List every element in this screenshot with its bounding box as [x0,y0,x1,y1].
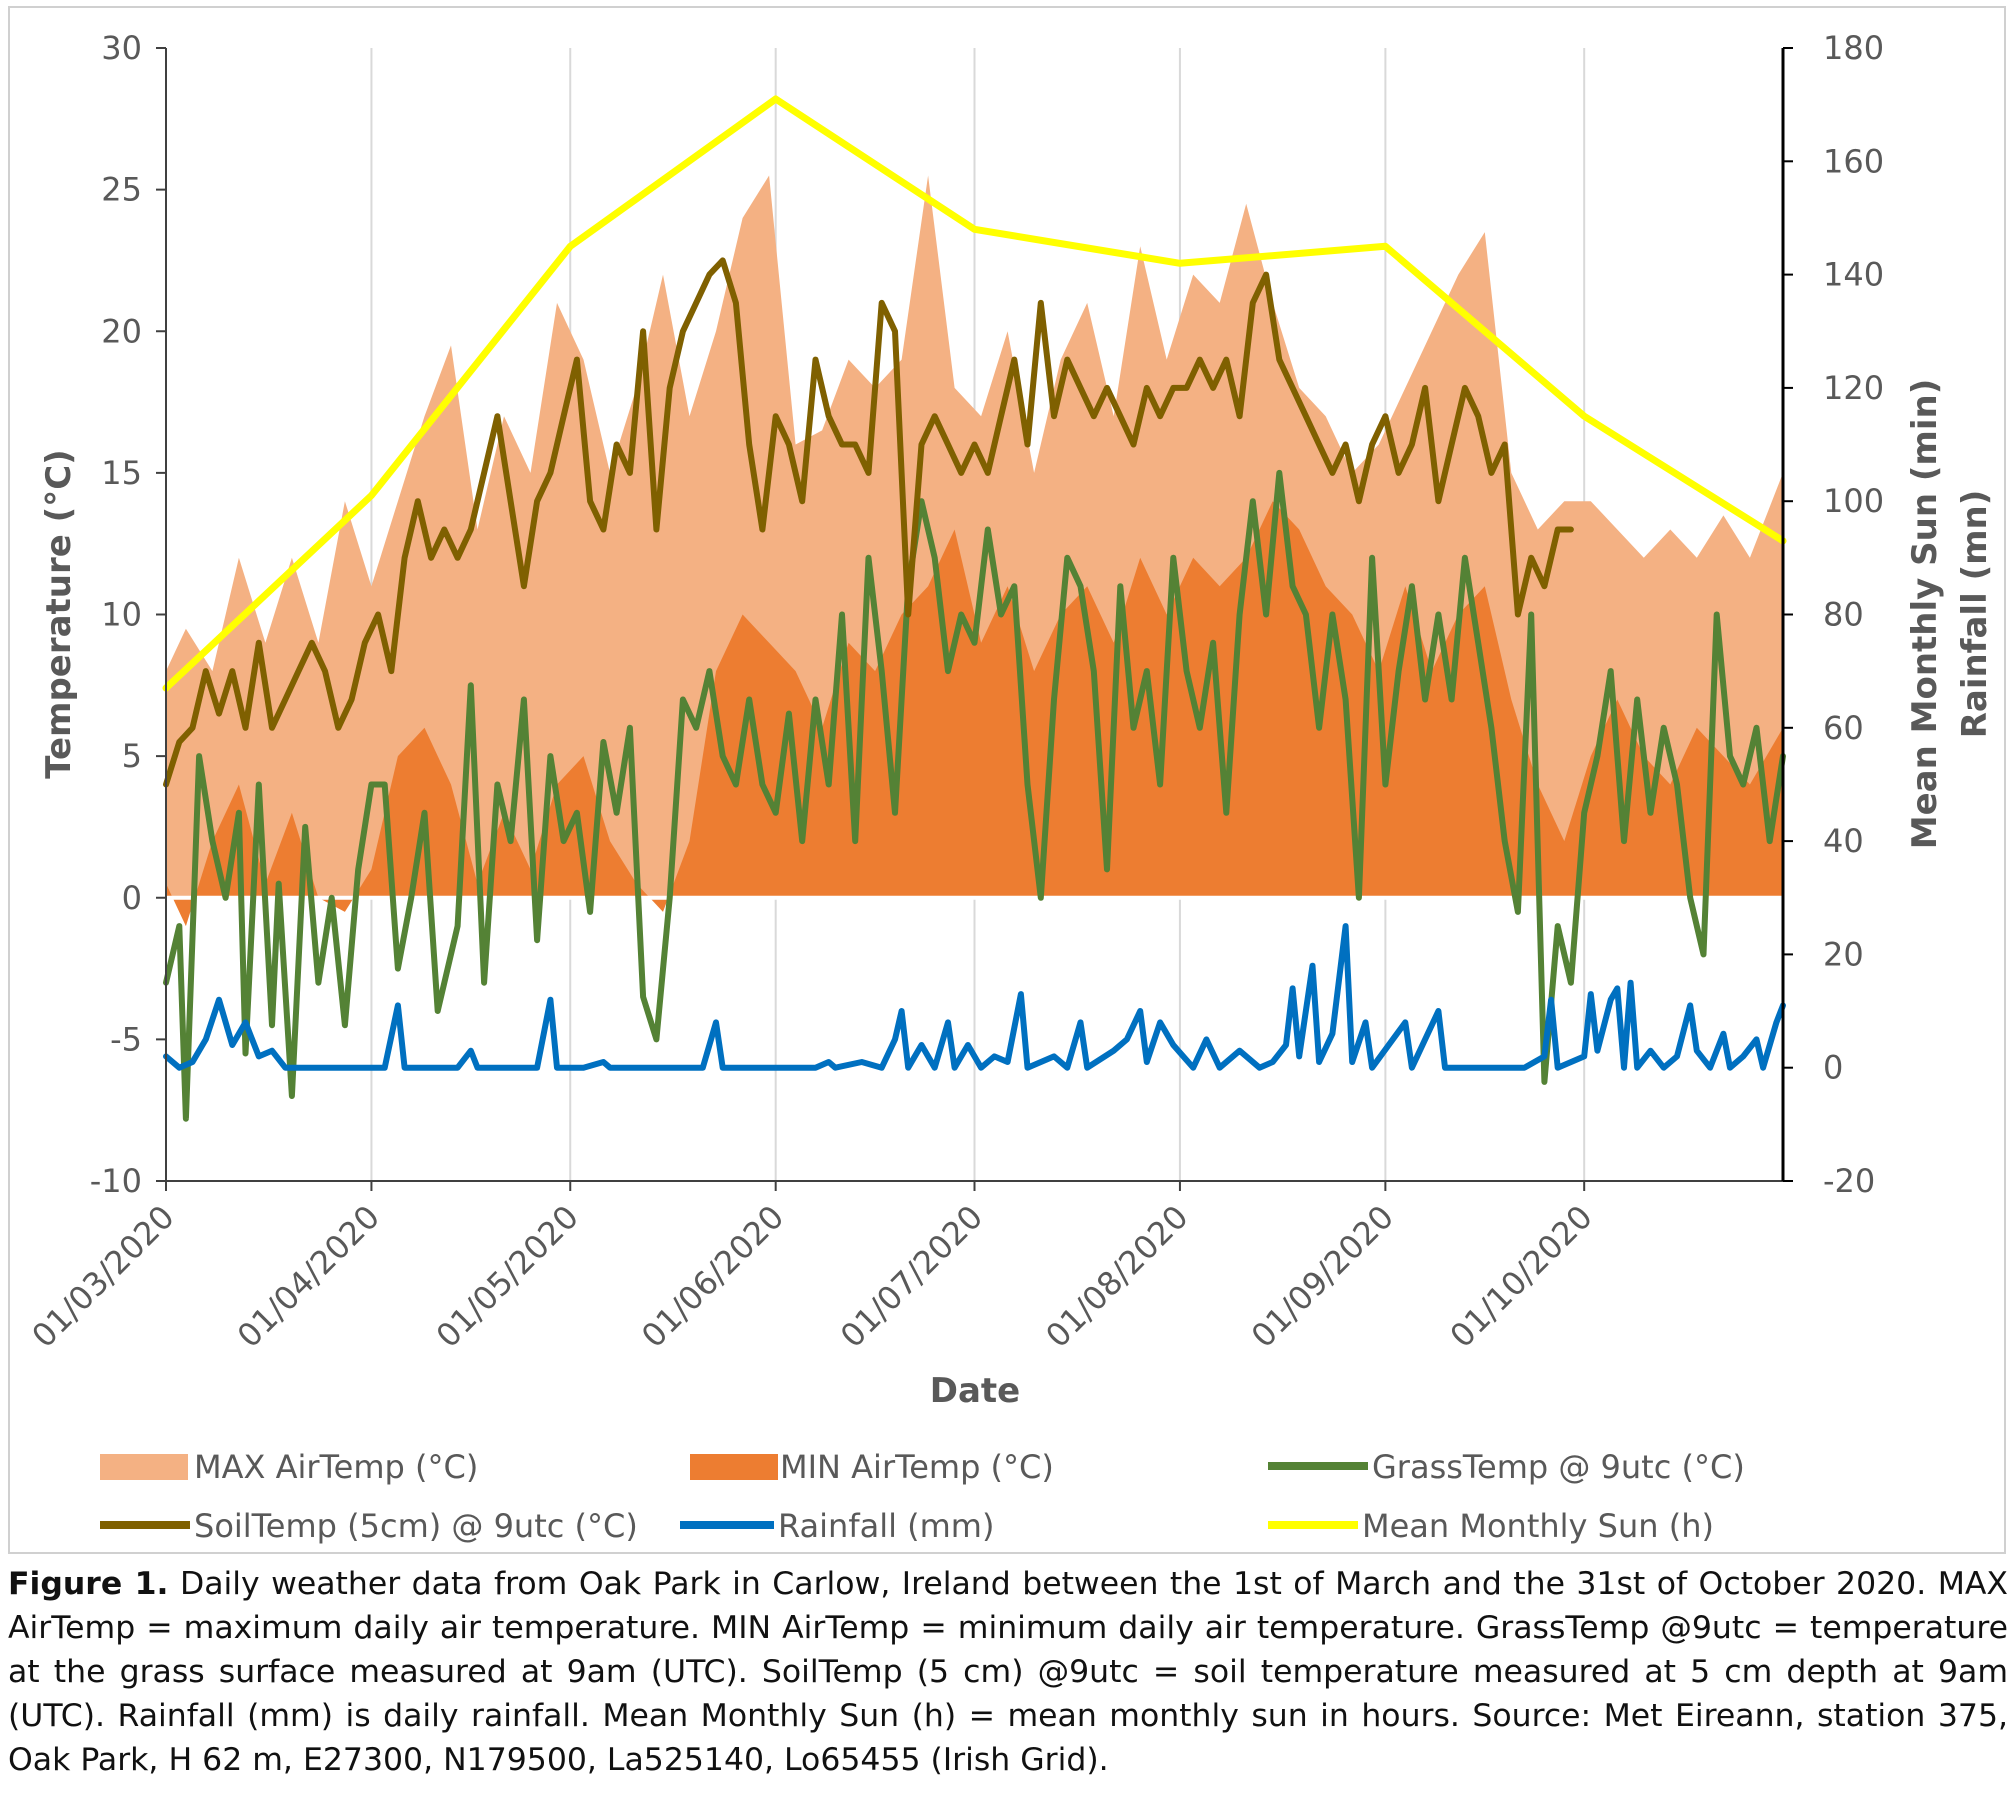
x-axis-title: Date [930,1371,1020,1411]
x-tick-label: 01/08/2020 [1038,1198,1195,1355]
legend-label-3: SoilTemp (5cm) @ 9utc (°C) [194,1507,638,1545]
x-tick-label: 01/07/2020 [833,1198,990,1355]
left-tick-label: 25 [101,171,142,209]
left-tick-label: 20 [101,312,142,350]
right-tick-label: 0 [1823,1049,1843,1087]
right-tick-label: 80 [1823,596,1864,634]
left-tick-label: 0 [122,879,142,917]
right-tick-label: 100 [1823,482,1884,520]
left-tick-label: 30 [101,29,142,67]
right-tick-label: 60 [1823,709,1864,747]
left-tick-label: -5 [110,1020,142,1058]
caption-text: Daily weather data from Oak Park in Carl… [8,1566,2008,1778]
left-tick-label: 5 [122,737,142,775]
x-tick-label: 01/06/2020 [634,1198,791,1355]
right-tick-label: 140 [1823,256,1884,294]
x-tick-label: 01/03/2020 [24,1198,181,1355]
legend-swatch [100,1454,188,1480]
right-tick-label: 120 [1823,369,1884,407]
right-tick-label: 180 [1823,29,1884,67]
rainfall-line [163,923,1786,1071]
right-tick-label: 160 [1823,142,1884,180]
x-tick-label: 01/05/2020 [429,1198,586,1355]
y-right-axis-title-2: Rainfall (mn) [1955,490,1995,739]
figure-caption: Figure 1. Daily weather data from Oak Pa… [8,1562,2008,1782]
y-left-axis-title: Temperature (°C) [39,449,79,778]
soiltemp-line [163,257,1574,788]
legend-label-0: MAX AirTemp (°C) [194,1448,478,1486]
right-tick-label: -20 [1823,1162,1875,1200]
grasstemp-line [163,469,1786,1122]
x-tick-label: 01/09/2020 [1244,1198,1401,1355]
left-tick-label: -10 [90,1162,142,1200]
legend-label-2: GrassTemp @ 9utc (°C) [1372,1448,1745,1486]
sun-line [162,95,1787,692]
left-tick-label: 10 [101,596,142,634]
x-tick-label: 01/04/2020 [230,1198,387,1355]
left-tick-label: 15 [101,454,142,492]
legend-label-1: MIN AirTemp (°C) [780,1448,1054,1486]
right-tick-label: 40 [1823,822,1864,860]
min-airtemp-area [166,501,1783,927]
legend-swatch [690,1454,778,1480]
weather-chart: -10 -5 0 5 10 15 20 25 30 -20 0 20 40 60 80 100 120 140 16… [24,29,1995,1545]
x-tick-label: 01/10/2020 [1443,1198,1600,1355]
caption-label: Figure 1. [8,1566,169,1602]
y-right-axis-title-1: Mean Monthly Sun (min) [1905,379,1945,850]
legend-label-5: Mean Monthly Sun (h) [1362,1507,1714,1545]
right-tick-label: 20 [1823,935,1864,973]
legend-label-4: Rainfall (mm) [778,1507,994,1545]
